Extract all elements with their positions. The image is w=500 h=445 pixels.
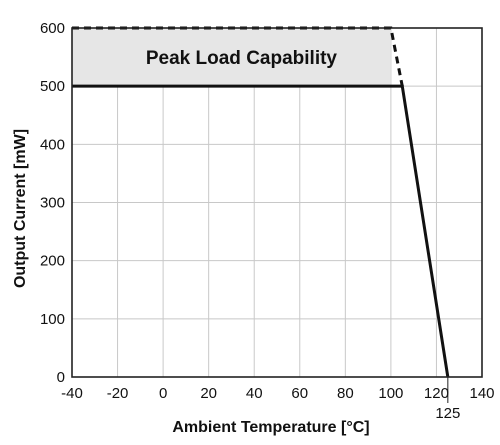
x-tick-label-125: 125 [435,405,460,422]
x-axis-title: Ambient Temperature [°C] [172,419,369,436]
y-axis-title: Output Current [mW] [12,129,29,288]
y-tick-label: 500 [40,78,65,95]
x-tick-label: 20 [200,385,217,402]
x-tick-label: 0 [159,385,167,402]
y-tick-label: 200 [40,253,65,270]
y-tick-label: 100 [40,311,65,328]
y-tick-label: 0 [57,369,65,386]
x-tick-label: -20 [107,385,129,402]
peak-load-label: Peak Load Capability [146,48,338,69]
y-tick-label: 600 [40,20,65,37]
x-tick-label: -40 [61,385,83,402]
x-tick-label: 40 [246,385,263,402]
x-tick-label: 60 [291,385,308,402]
x-tick-label: 140 [469,385,494,402]
y-tick-labels: 0 100 200 300 400 500 600 [40,20,65,386]
x-tick-label: 80 [337,385,354,402]
peak-load-band [72,28,391,87]
y-tick-label: 400 [40,136,65,153]
x-tick-label: 100 [378,385,403,402]
y-tick-label: 300 [40,195,65,212]
plot-frame [71,27,483,378]
x-tick-label: 120 [424,385,449,402]
x-tick-labels: -40 -20 0 20 40 60 80 100 120 140 [61,377,495,403]
